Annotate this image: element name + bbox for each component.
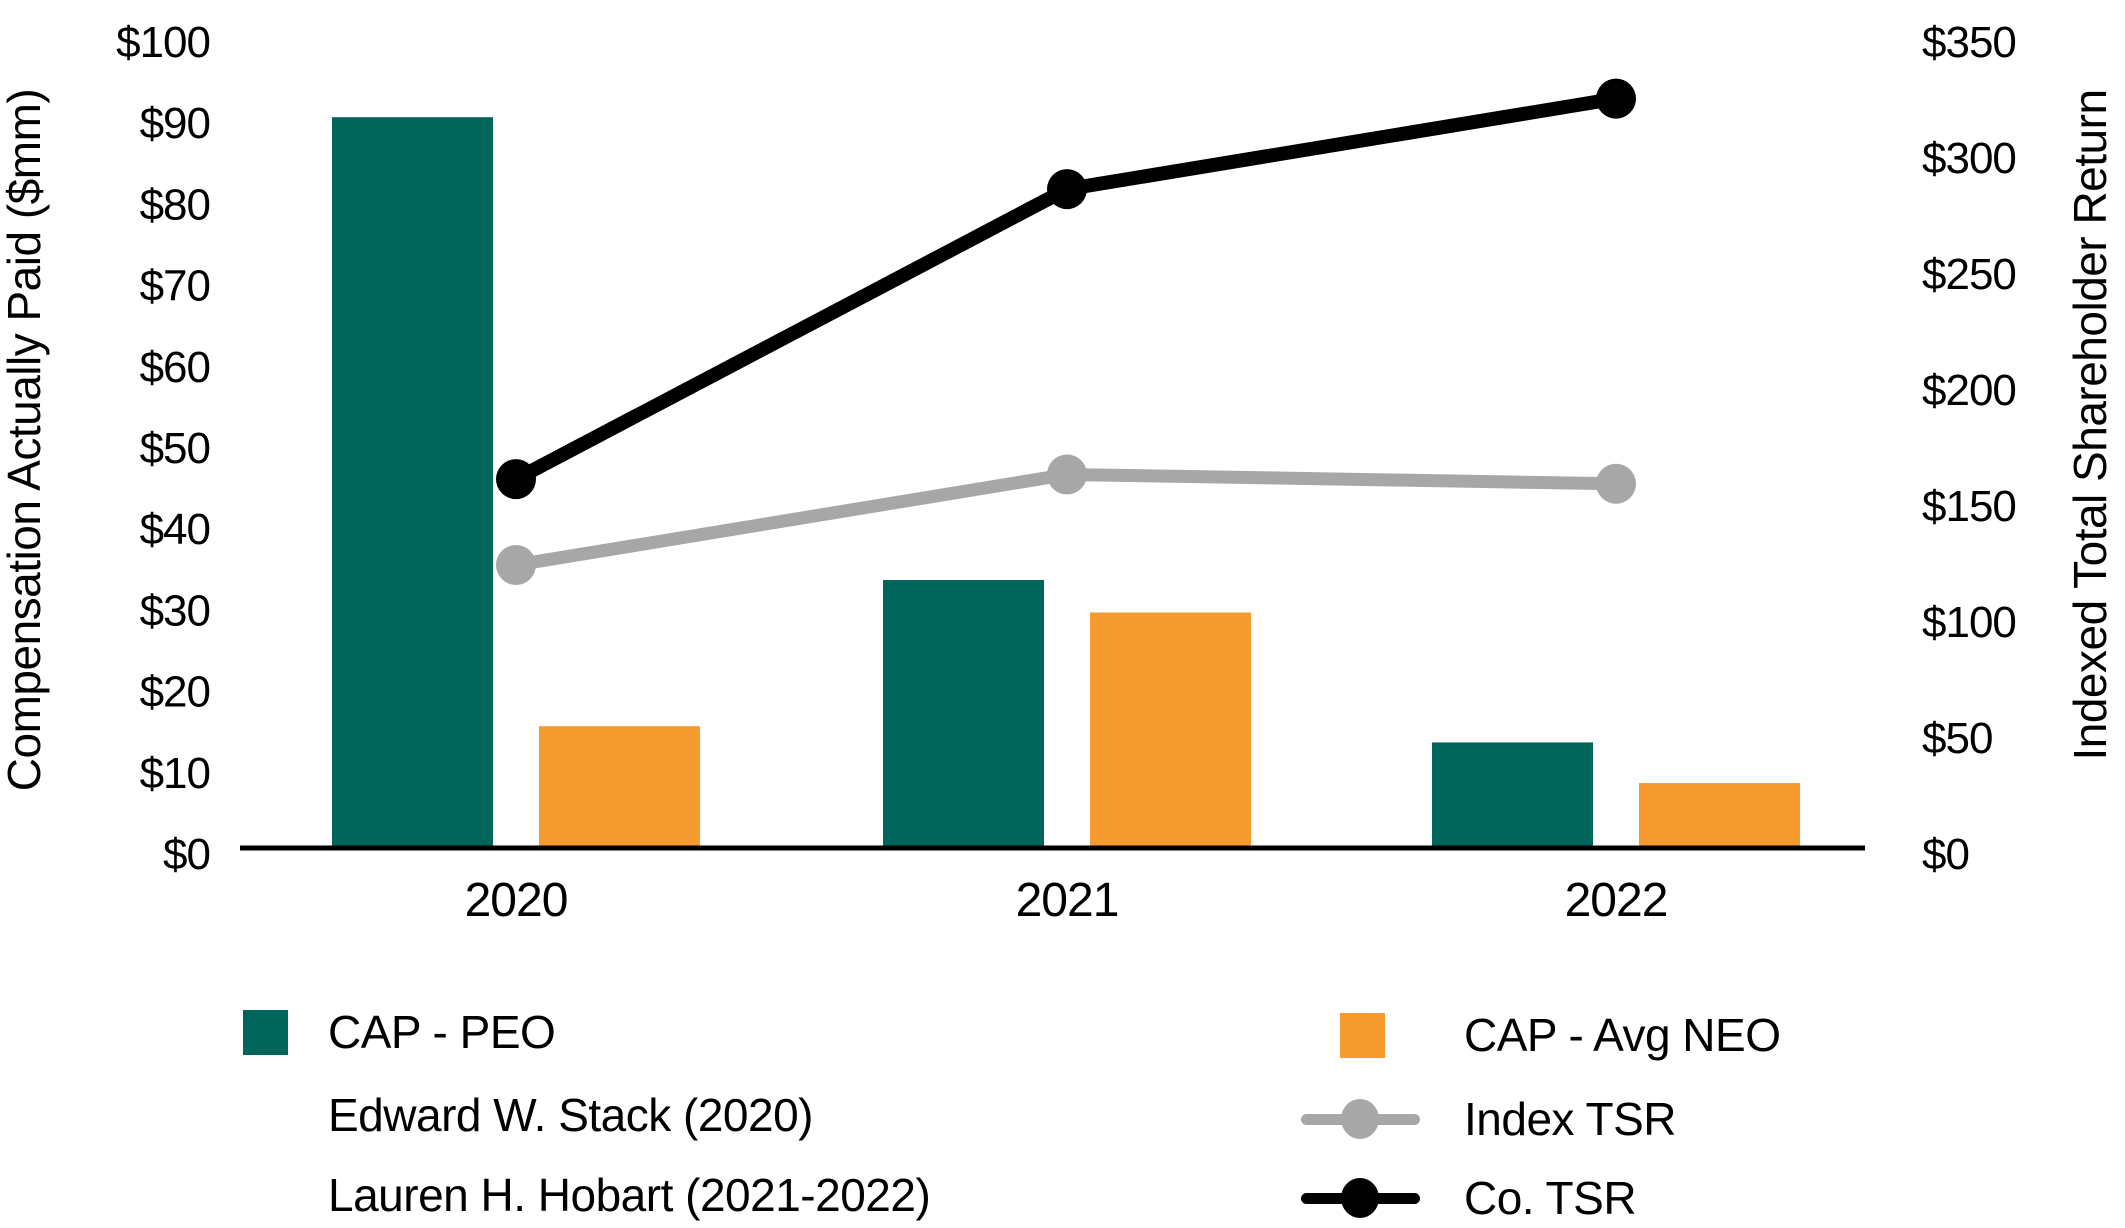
tick-label-left-30: $30 bbox=[140, 586, 210, 635]
tick-label-left-0: $0 bbox=[163, 830, 210, 879]
tick-label-right-0: $0 bbox=[1922, 830, 1969, 879]
index-tsr-marker-dot bbox=[1341, 1099, 1379, 1139]
x-label-2020: 2020 bbox=[465, 874, 568, 927]
index-tsr-marker bbox=[1301, 1095, 1420, 1143]
peo-name-2020-label: Edward W. Stack (2020) bbox=[328, 1089, 813, 1141]
point-co-tsr-2021 bbox=[1047, 169, 1087, 210]
index-tsr-label: Index TSR bbox=[1464, 1093, 1676, 1145]
tick-label-left-50: $50 bbox=[140, 424, 210, 473]
lines-group bbox=[496, 78, 1636, 585]
tick-label-right-300: $300 bbox=[1922, 134, 2016, 183]
tick-label-left-20: $20 bbox=[140, 668, 210, 717]
cap-avg-neo-label: CAP - Avg NEO bbox=[1464, 1009, 1781, 1061]
peo-name-2021-2022-label: Lauren H. Hobart (2021-2022) bbox=[328, 1169, 931, 1221]
tick-label-right-200: $200 bbox=[1922, 366, 2016, 415]
bar-cap-peo-2022 bbox=[1432, 742, 1593, 848]
point-index-tsr-2021 bbox=[1047, 454, 1087, 495]
bars-group bbox=[332, 117, 1800, 848]
bar-cap-avg-neo-2022 bbox=[1639, 783, 1800, 848]
co-tsr-label: Co. TSR bbox=[1464, 1172, 1637, 1224]
tick-label-left-70: $70 bbox=[140, 262, 210, 311]
point-index-tsr-2022 bbox=[1596, 463, 1636, 504]
point-co-tsr-2022 bbox=[1596, 78, 1636, 119]
tick-label-left-60: $60 bbox=[140, 343, 210, 392]
legend-item-co-tsr: Co. TSR bbox=[1301, 1172, 1637, 1224]
legend-item-cap-peo: CAP - PEO bbox=[243, 1006, 556, 1058]
x-axis-labels: 2020 2021 2022 bbox=[465, 874, 1669, 927]
left-axis-title: Compensation Actually Paid ($mm) bbox=[0, 88, 50, 792]
tick-label-left-10: $10 bbox=[140, 749, 210, 798]
point-index-tsr-2020 bbox=[496, 544, 536, 585]
x-label-2022: 2022 bbox=[1565, 874, 1668, 927]
tick-label-right-50: $50 bbox=[1922, 714, 1992, 763]
cap-avg-neo-swatch bbox=[1340, 1012, 1385, 1058]
cap-peo-label: CAP - PEO bbox=[328, 1006, 556, 1058]
cap-peo-swatch bbox=[243, 1009, 288, 1055]
tick-label-right-150: $150 bbox=[1922, 482, 2016, 531]
legend-item-peo-name-2021-2022: Lauren H. Hobart (2021-2022) bbox=[328, 1169, 931, 1221]
tick-label-left-80: $80 bbox=[140, 180, 210, 229]
co-tsr-marker bbox=[1301, 1174, 1420, 1222]
right-axis-title: Indexed Total Shareholder Return bbox=[2064, 89, 2116, 761]
tick-label-left-100: $100 bbox=[116, 18, 210, 67]
legend-item-index-tsr: Index TSR bbox=[1301, 1093, 1676, 1145]
bar-cap-peo-2021 bbox=[883, 580, 1044, 848]
right-axis-ticks: $0 $50 $100 $150 $200 $250 $300 $350 bbox=[1922, 18, 2017, 879]
bar-cap-peo-2020 bbox=[332, 117, 493, 848]
left-axis-ticks: $0 $10 $20 $30 $40 $50 $60 $70 $80 $90 $100 bbox=[116, 18, 211, 879]
x-label-2021: 2021 bbox=[1016, 874, 1119, 927]
line-co-tsr bbox=[512, 91, 1618, 486]
bar-cap-avg-neo-2021 bbox=[1090, 612, 1251, 848]
tick-label-right-350: $350 bbox=[1922, 18, 2016, 67]
bar-cap-avg-neo-2020 bbox=[539, 726, 700, 848]
tick-label-left-40: $40 bbox=[140, 505, 210, 554]
point-co-tsr-2020 bbox=[496, 459, 536, 500]
legend-item-peo-name-2020: Edward W. Stack (2020) bbox=[328, 1089, 813, 1141]
tick-label-right-250: $250 bbox=[1922, 250, 2016, 299]
legend-item-cap-avg-neo: CAP - Avg NEO bbox=[1340, 1009, 1781, 1061]
co-tsr-marker-dot bbox=[1341, 1178, 1379, 1218]
tick-label-left-90: $90 bbox=[140, 99, 210, 148]
tick-label-right-100: $100 bbox=[1922, 598, 2016, 647]
